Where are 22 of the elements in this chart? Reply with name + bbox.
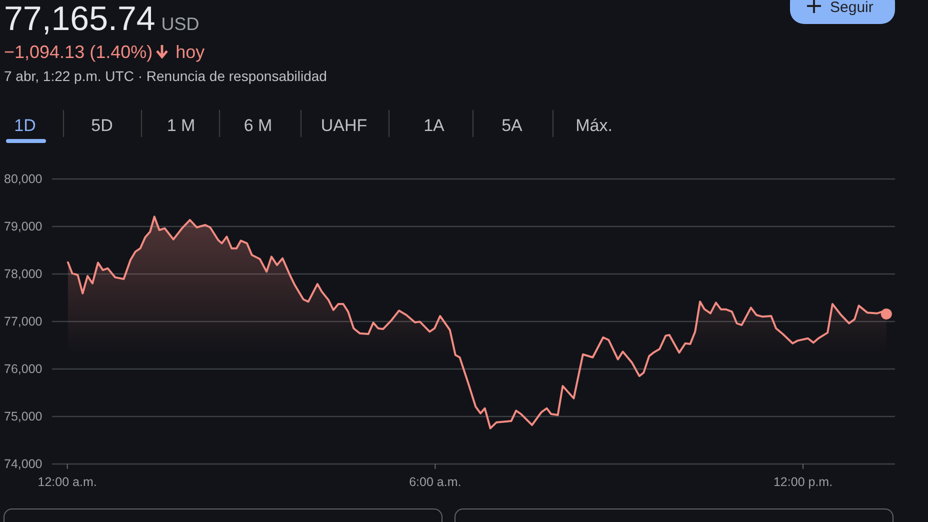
y-tick-label: 78,000 xyxy=(4,267,42,281)
text: 1D xyxy=(14,116,36,135)
y-tick-label: 75,000 xyxy=(4,410,42,424)
text: 7 abr, 1:22 p.m. UTC · Renuncia de responsabilidad xyxy=(4,68,327,84)
text: 1A xyxy=(424,116,446,135)
text: Máx. xyxy=(576,116,612,135)
text: 5A xyxy=(502,116,524,135)
text: 1 M xyxy=(166,116,196,135)
text: 5D xyxy=(91,116,113,135)
text: −1,094.13 (1.40%) hoy xyxy=(4,42,205,62)
follow-button: Seguir xyxy=(790,0,895,24)
y-tick-label: 77,000 xyxy=(4,314,42,328)
x-tick-label: 12:00 a.m. xyxy=(38,475,97,489)
y-tick-label: 80,000 xyxy=(4,172,42,186)
x-tick-label: 6:00 a.m. xyxy=(409,475,462,489)
y-tick-label: 74,000 xyxy=(4,457,42,471)
chart-title: 77,165.74 USD xyxy=(4,0,200,38)
text: UAHF xyxy=(320,116,368,135)
x-tick-label: 12:00 p.m. xyxy=(773,475,833,489)
text: 6 M xyxy=(244,116,272,135)
y-tick-label: 76,000 xyxy=(4,362,42,376)
y-tick-label: 79,000 xyxy=(4,220,42,234)
